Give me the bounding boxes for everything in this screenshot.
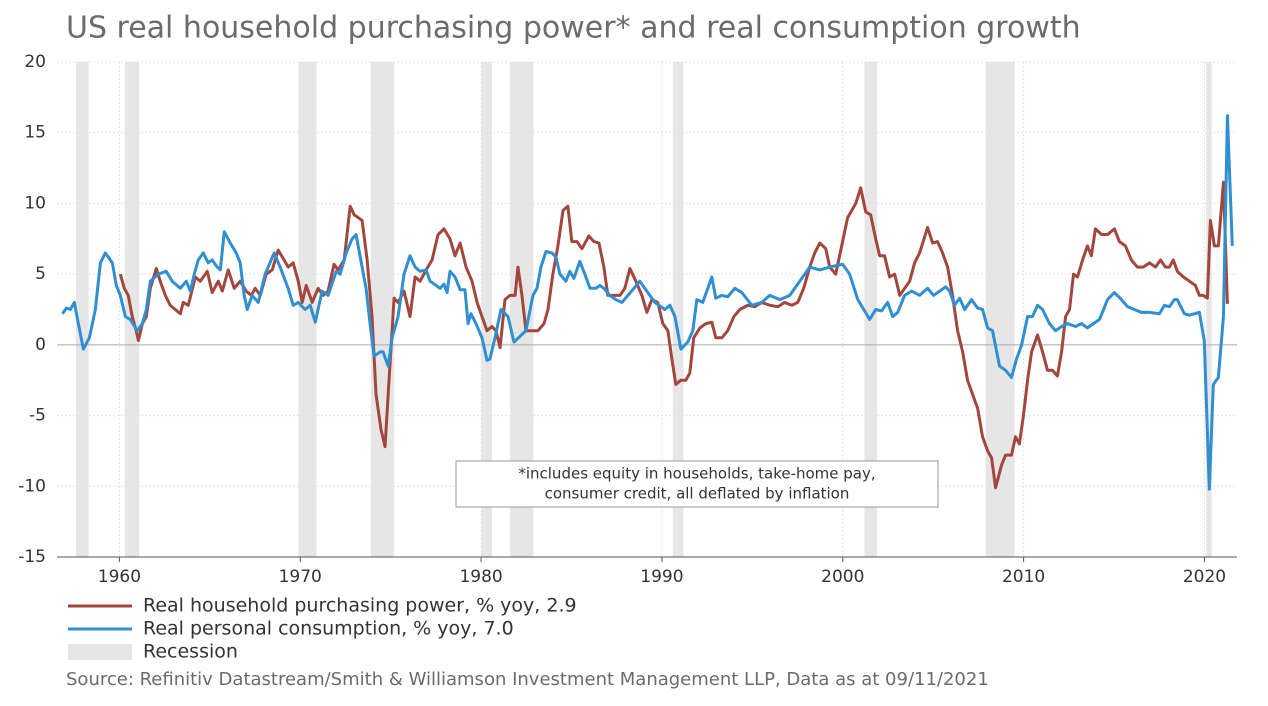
y-tick-label: -15 (18, 547, 46, 567)
legend-label: Recession (143, 641, 238, 663)
x-tick-label: 2020 (1183, 567, 1226, 587)
legend-label: Real household purchasing power, % yoy, … (143, 595, 577, 617)
recession-band (985, 62, 1015, 557)
y-tick-label: 15 (24, 123, 46, 143)
series-line (118, 180, 1229, 490)
x-tick-label: 1960 (98, 567, 141, 587)
series-line (61, 114, 1234, 491)
legend-label: Real personal consumption, % yoy, 7.0 (143, 618, 514, 640)
series-lines (61, 114, 1234, 491)
axes: -15 -10 -5 0 5 10 15 20 1960 1970 1980 1990 2000 2010… (18, 52, 1237, 587)
annotation-box (455, 460, 939, 508)
x-tick-label: 1970 (279, 567, 322, 587)
recession-band (864, 62, 878, 557)
legend-swatch (68, 644, 132, 660)
y-tick-label: 5 (35, 264, 46, 284)
recession-band (672, 62, 684, 557)
y-tick-label: -10 (18, 476, 46, 496)
chart-title: US real household purchasing power* and … (66, 11, 1081, 46)
recession-band (298, 62, 317, 557)
y-tick-label: -5 (29, 406, 46, 426)
y-tick-label: 10 (24, 193, 46, 213)
recession-band (75, 62, 89, 557)
y-tick-label: 20 (24, 52, 46, 72)
recession-band (1206, 62, 1212, 557)
annotation-line: *includes equity in households, take-hom… (518, 465, 875, 483)
x-tick-label: 1990 (640, 567, 683, 587)
recession-band (481, 62, 492, 557)
annotation-line: consumer credit, all deflated by inflati… (545, 485, 850, 503)
x-tick-label: 2000 (821, 567, 864, 587)
source-note: Source: Refinitiv Datastream/Smith & Wil… (66, 669, 989, 690)
x-tick-label: 2010 (1002, 567, 1045, 587)
x-tick-label: 1980 (459, 567, 502, 587)
recession-band (370, 62, 395, 557)
legend: Real household purchasing power, % yoy, … (68, 595, 577, 663)
recession-band (510, 62, 534, 557)
y-tick-label: 0 (35, 335, 46, 355)
